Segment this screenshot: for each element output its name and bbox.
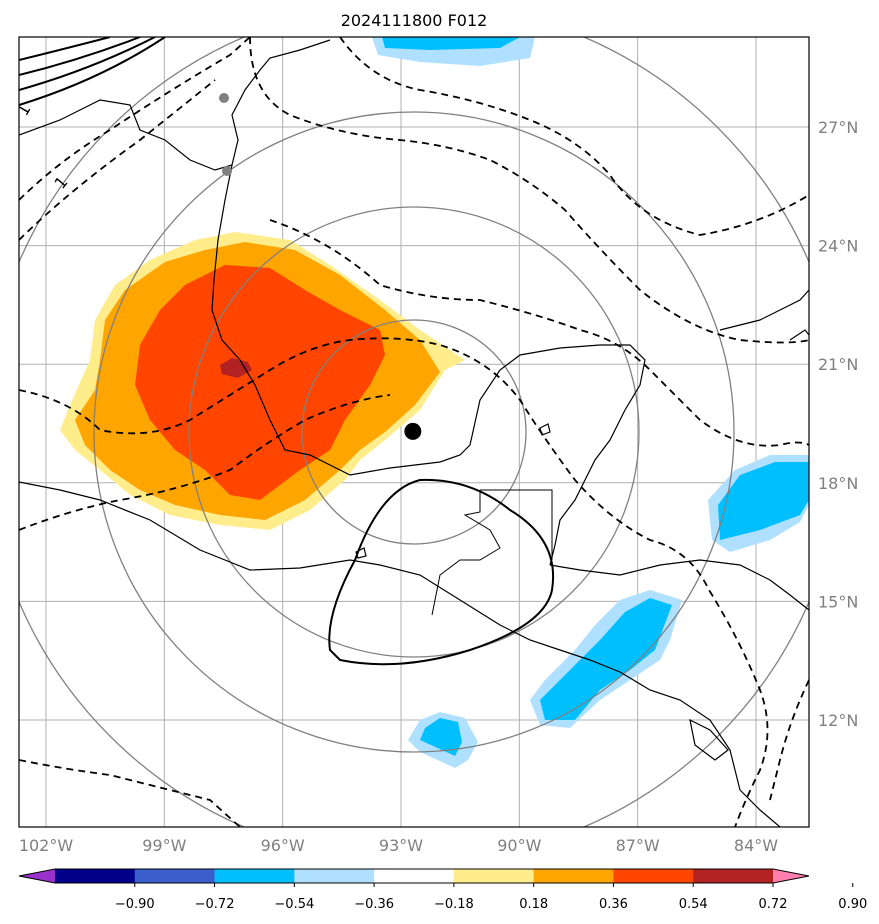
colorbar-segment xyxy=(613,869,694,883)
latitude-label: 18°N xyxy=(818,474,858,493)
latitude-label: 21°N xyxy=(818,355,858,374)
colorbar-tick-label: −0.18 xyxy=(434,897,474,912)
longitude-label: 96°W xyxy=(261,836,305,855)
map-frame xyxy=(18,36,810,828)
colorbar-segment xyxy=(294,869,375,883)
map-panel: 1 1 xyxy=(19,37,809,827)
country-borders xyxy=(431,489,553,616)
latitude-label: 15°N xyxy=(818,592,858,611)
longitude-label: 87°W xyxy=(616,836,660,855)
colorbar-tick-label: −0.72 xyxy=(195,897,235,912)
colorbar-segment xyxy=(374,869,455,883)
colorbar: −0.90 −0.72 −0.54 −0.36 −0.18 0.18 0.36 0.54 0.7… xyxy=(18,868,867,912)
colorbar-segment xyxy=(533,869,614,883)
colorbar-segment xyxy=(693,869,774,883)
colorbar-tick-label: −0.54 xyxy=(274,897,314,912)
colorbar-tick-label: 0.54 xyxy=(679,897,708,912)
station-marker xyxy=(222,166,232,176)
colorbar-extend-high xyxy=(773,869,809,883)
dashed-contours xyxy=(19,37,809,827)
colorbar-extend-low xyxy=(19,869,55,883)
map-title: 2024111800 F012 xyxy=(341,11,488,30)
positive-anomaly-shading xyxy=(60,232,465,530)
colorbar-outline xyxy=(18,868,810,884)
range-rings xyxy=(19,37,809,827)
longitude-label: 90°W xyxy=(497,836,541,855)
colorbar-segment xyxy=(453,869,535,883)
height-contours xyxy=(19,37,554,666)
colorbar-tick-label: −0.36 xyxy=(354,897,394,912)
longitude-labels: 102°W 99°W 96°W 93°W 90°W 87°W 84°W xyxy=(19,836,778,855)
colorbar-segment xyxy=(134,869,216,883)
colorbar-segment xyxy=(55,869,136,883)
longitude-label: 102°W xyxy=(19,836,74,855)
station-marker xyxy=(219,93,229,103)
colorbar-tick-label: 0.18 xyxy=(519,897,548,912)
longitude-label: 84°W xyxy=(734,836,778,855)
negative-anomaly-shading xyxy=(372,37,809,768)
colorbar-tick-label: 0.72 xyxy=(759,897,788,912)
latitude-labels: 27°N 24°N 21°N 18°N 15°N 12°N xyxy=(818,118,858,730)
colorbar-tick-label: 0.90 xyxy=(838,897,867,912)
storm-center-marker xyxy=(404,422,422,440)
latitude-label: 27°N xyxy=(818,118,858,137)
colorbar-tick-label: 0.36 xyxy=(599,897,628,912)
longitude-label: 99°W xyxy=(142,836,186,855)
latitude-label: 12°N xyxy=(818,711,858,730)
longitude-label: 93°W xyxy=(379,836,423,855)
colorbar-segment xyxy=(214,869,295,883)
colorbar-tick-label: −0.90 xyxy=(115,897,155,912)
latitude-label: 24°N xyxy=(818,237,858,256)
